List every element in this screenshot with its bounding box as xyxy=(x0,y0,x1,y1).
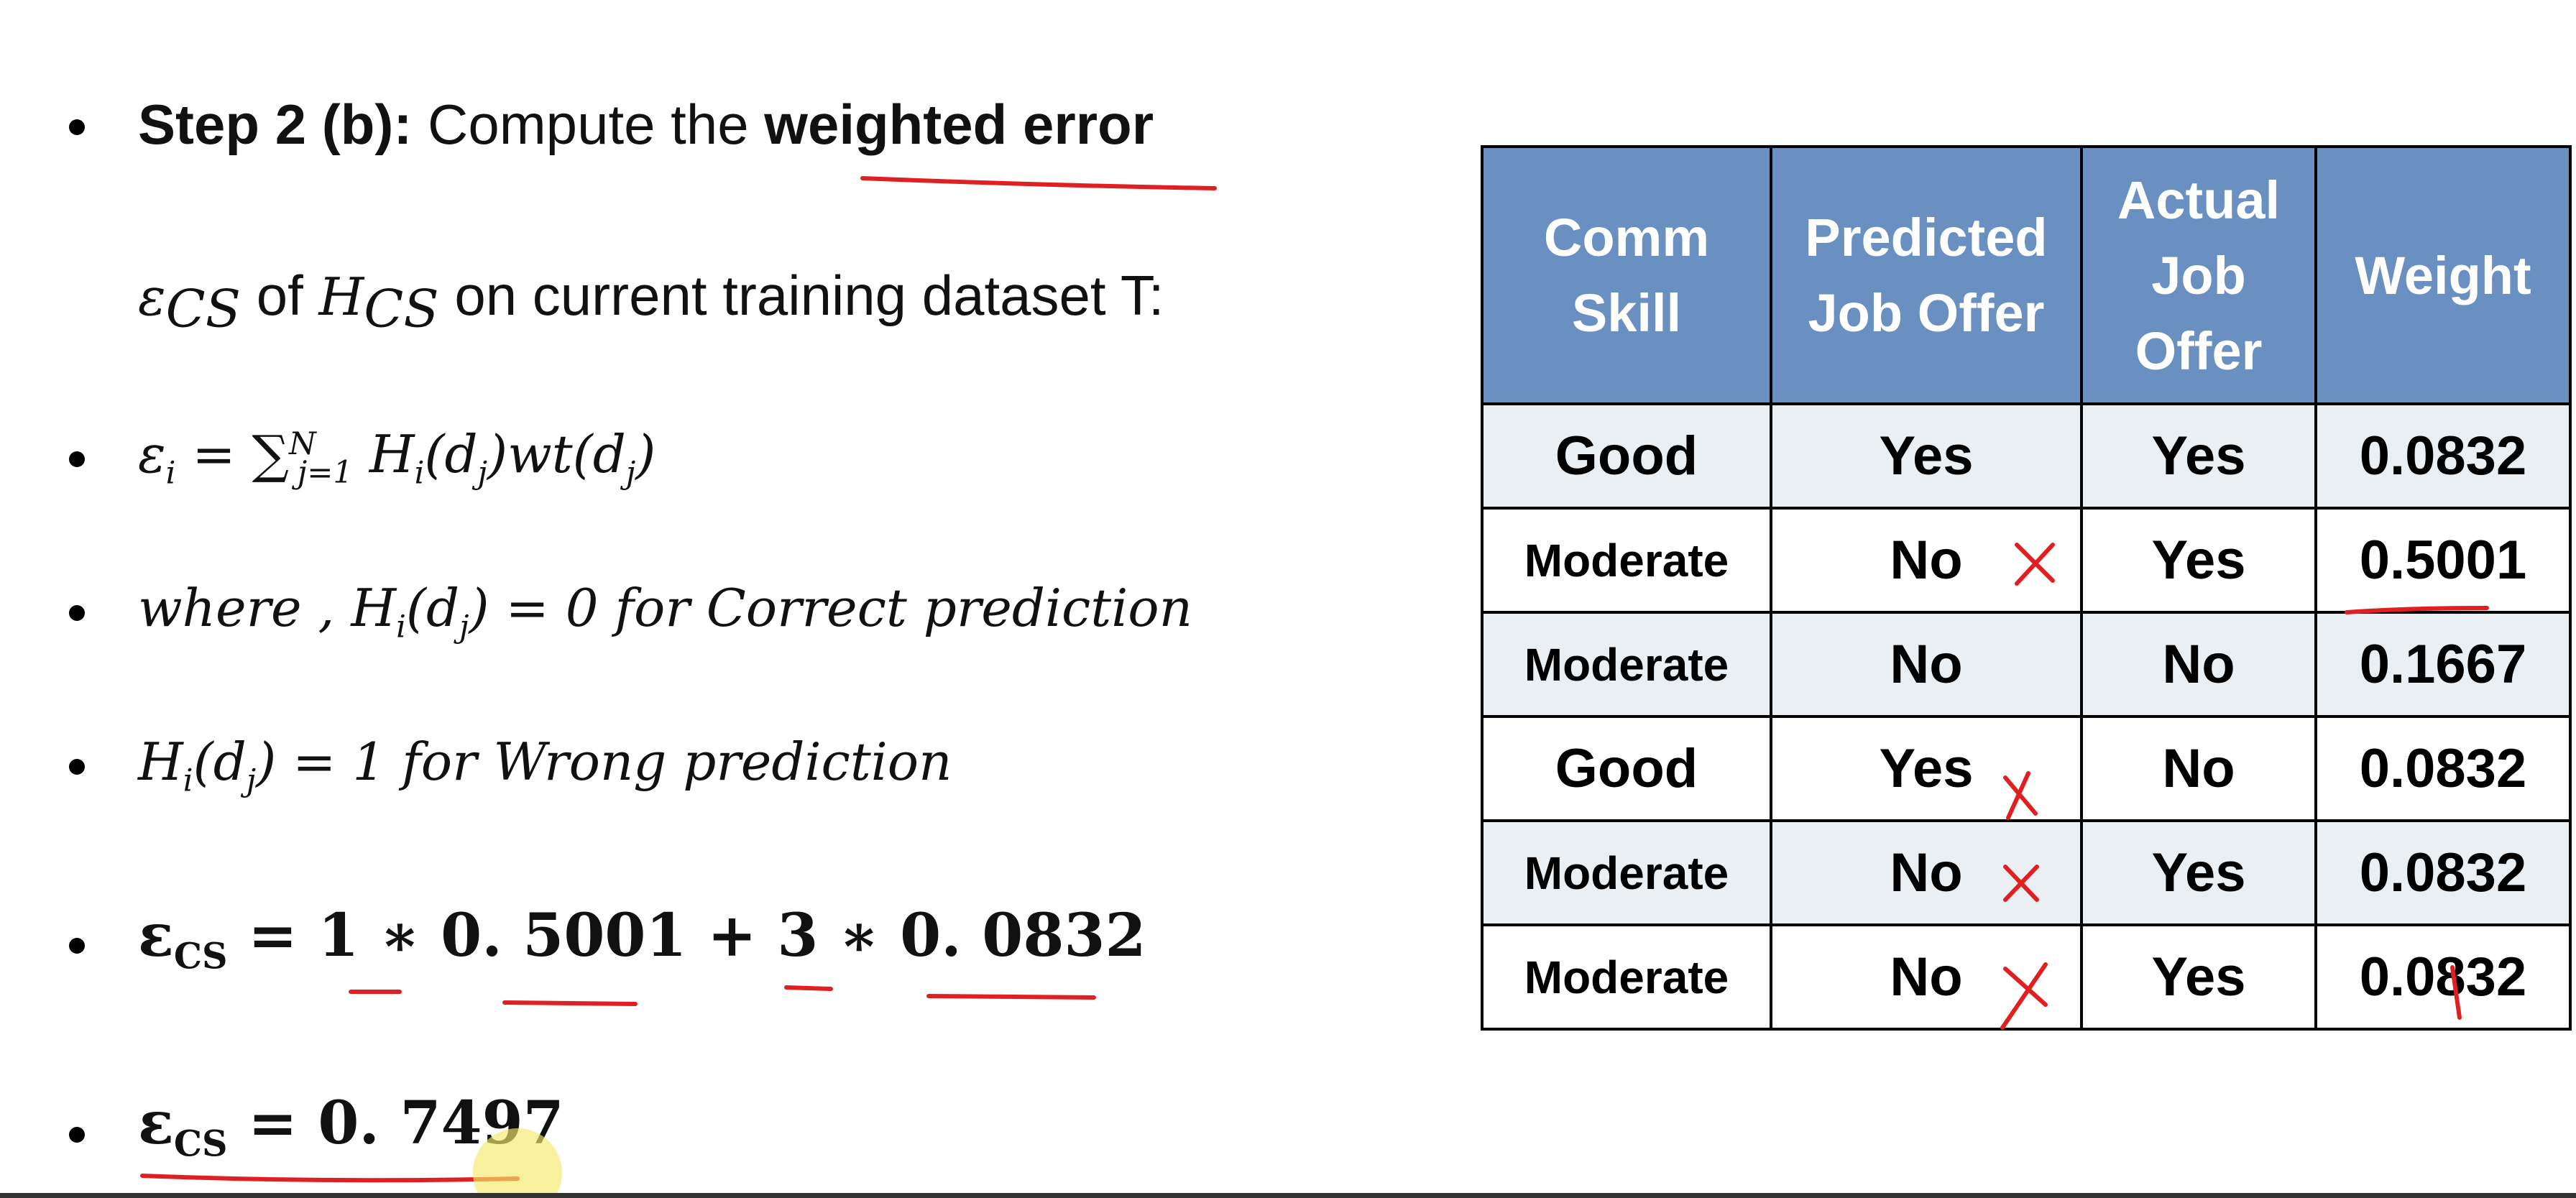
step-text: Compute the xyxy=(428,93,749,156)
result-value: = 0. 7497 xyxy=(248,1089,564,1158)
formula-h-sub: i xyxy=(414,455,425,492)
cell-comm-skill: Good xyxy=(1481,715,1772,822)
formula-tail-sub: j xyxy=(625,455,636,492)
table-header-row: Comm Skill Predicted Job Offer Actual Jo… xyxy=(1481,145,2572,405)
cell-actual: No xyxy=(2080,715,2317,822)
cell-comm-skill: Moderate xyxy=(1481,611,1772,718)
cell-predicted: No xyxy=(1770,507,2083,614)
cell-predicted: No xyxy=(1770,611,2083,718)
error-formula: εi = ∑Nj=1 Hi(dj)wt(dj) xyxy=(138,424,656,491)
cell-weight: 0.0832 xyxy=(2314,715,2572,822)
step-heading-line: Step 2 (b): Compute the weighted error xyxy=(138,92,1154,157)
header-comm-skill: Comm Skill xyxy=(1481,145,1772,405)
sum-sub: j=1 xyxy=(297,455,353,492)
step-label: Step 2 (b): xyxy=(138,93,413,156)
bullet-marker xyxy=(69,759,85,775)
dataset-text: on current training dataset T: xyxy=(454,264,1164,327)
sum-symbol: ∑ xyxy=(252,424,289,484)
cell-actual: Yes xyxy=(2080,819,2317,926)
where-arg-sub: j xyxy=(459,609,469,645)
calculation-line: εCS = 1 ∗ 0. 5001 + 3 ∗ 0. 0832 xyxy=(138,901,1146,977)
cell-weight: 0.1667 xyxy=(2314,611,2572,718)
result-epsilon-sub: CS xyxy=(173,1123,228,1165)
formula-h: H xyxy=(369,424,415,484)
formula-equals: = xyxy=(192,424,236,484)
bullet-marker xyxy=(69,119,85,135)
cell-comm-skill: Good xyxy=(1481,402,1772,510)
weights-table: Comm Skill Predicted Job Offer Actual Jo… xyxy=(1481,145,2572,1031)
bullet-marker xyxy=(69,1127,85,1143)
header-actual-job-offer: Actual Job Offer xyxy=(2080,145,2317,405)
sum-sup: N xyxy=(288,426,316,462)
cell-actual: Yes xyxy=(2080,507,2317,614)
calc-epsilon-sub: CS xyxy=(173,935,228,977)
where-text: where , xyxy=(138,578,335,638)
of-text: of xyxy=(256,264,303,327)
h-symbol: H xyxy=(318,267,364,327)
underline-calc-05001 xyxy=(502,1000,638,1006)
cell-predicted: No xyxy=(1770,923,2083,1031)
cell-comm-skill: Moderate xyxy=(1481,507,1772,614)
where-h: H xyxy=(351,578,397,638)
formula-tail: )wt(d xyxy=(487,424,626,484)
bullet-marker xyxy=(69,605,85,621)
underline-calc-00832 xyxy=(926,994,1096,1000)
where-rest: ) = 0 for Correct prediction xyxy=(469,578,1192,638)
formula-close: ) xyxy=(635,424,656,484)
bottom-border xyxy=(0,1193,2576,1198)
epsilon-subscript: CS xyxy=(165,278,242,339)
where-h-sub: i xyxy=(396,609,406,645)
cell-actual: Yes xyxy=(2080,923,2317,1031)
cell-weight: 0.0832 xyxy=(2314,923,2572,1031)
result-line: εCS = 0. 7497 xyxy=(138,1089,564,1164)
step-description-line: εCS of HCS on current training dataset T… xyxy=(138,263,1164,339)
underline-calc-3 xyxy=(784,985,833,991)
weighted-error-emphasis: weighted error xyxy=(764,93,1154,156)
table-row: Moderate No Yes 0.0832 xyxy=(1481,923,2572,1031)
wrong-arg-sub: j xyxy=(246,762,257,799)
epsilon-symbol: ε xyxy=(138,267,166,327)
table-row: Moderate No No 0.1667 xyxy=(1481,611,2572,718)
calc-expression: = 1 ∗ 0. 5001 + 3 ∗ 0. 0832 xyxy=(248,901,1146,970)
where-arg: (d xyxy=(405,578,460,638)
header-predicted-job-offer: Predicted Job Offer xyxy=(1770,145,2083,405)
cell-actual: Yes xyxy=(2080,402,2317,510)
result-epsilon: ε xyxy=(138,1089,174,1158)
cell-actual: No xyxy=(2080,611,2317,718)
wrong-prediction-line: Hi(dj) = 1 for Wrong prediction xyxy=(138,732,952,798)
wrong-rest: ) = 1 for Wrong prediction xyxy=(256,732,952,792)
h-subscript: CS xyxy=(364,278,439,339)
cell-weight: 0.0832 xyxy=(2314,819,2572,926)
table-row: Moderate No Yes 0.5001 xyxy=(1481,507,2572,614)
cell-predicted: Yes xyxy=(1770,715,2083,822)
cell-weight: 0.0832 xyxy=(2314,402,2572,510)
formula-lhs: ε xyxy=(138,424,166,484)
underline-result xyxy=(140,1174,520,1183)
header-weight: Weight xyxy=(2314,145,2572,405)
table-row: Moderate No Yes 0.0832 xyxy=(1481,819,2572,926)
wrong-h-sub: i xyxy=(183,762,193,799)
bullet-marker xyxy=(69,451,85,467)
cell-comm-skill: Moderate xyxy=(1481,819,1772,926)
bullet-marker xyxy=(69,938,85,954)
cell-predicted: No xyxy=(1770,819,2083,926)
formula-arg: (d xyxy=(424,424,478,484)
cell-comm-skill: Moderate xyxy=(1481,923,1772,1031)
calc-epsilon: ε xyxy=(138,901,174,970)
cell-weight: 0.5001 xyxy=(2314,507,2572,614)
formula-arg-sub: j xyxy=(477,455,488,492)
correct-prediction-line: where , Hi(dj) = 0 for Correct predictio… xyxy=(138,578,1192,645)
table-row: Good Yes No 0.0832 xyxy=(1481,715,2572,822)
underline-weighted-error xyxy=(860,176,1217,190)
formula-lhs-sub: i xyxy=(165,455,176,492)
table-row: Good Yes Yes 0.0832 xyxy=(1481,402,2572,510)
wrong-h: H xyxy=(138,732,183,792)
cell-predicted: Yes xyxy=(1770,402,2083,510)
wrong-arg: (d xyxy=(193,732,247,792)
